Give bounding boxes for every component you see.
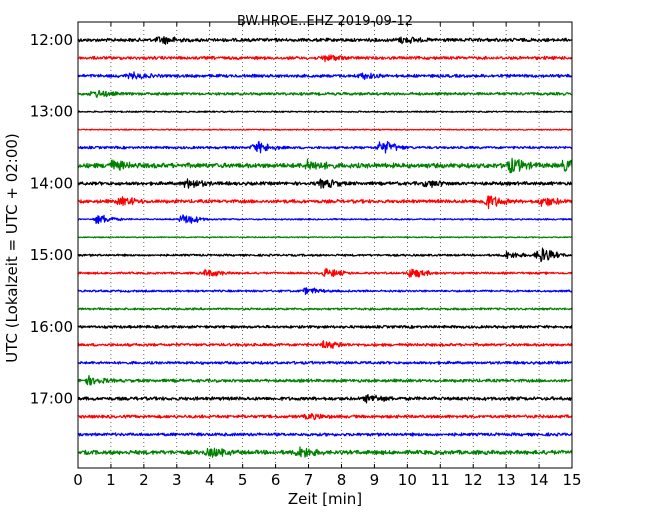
- x-tick-label: 15: [562, 471, 581, 489]
- x-tick-label: 5: [238, 471, 248, 489]
- seismic-trace: [77, 214, 573, 224]
- x-tick-label: 0: [73, 471, 83, 489]
- x-axis-label: Zeit [min]: [288, 490, 362, 508]
- y-axis: 12:00 13:00 14:00 15:00 16:00 17:00: [30, 31, 572, 408]
- seismic-trace: [77, 375, 573, 386]
- seismic-trace: [77, 110, 573, 113]
- x-tick-label: 6: [271, 471, 281, 489]
- seismic-trace: [77, 89, 573, 98]
- x-tick-label: 8: [337, 471, 347, 489]
- seismic-trace: [77, 236, 573, 239]
- y-axis-label: UTC (Lokalzeit = UTC + 02:00): [3, 133, 21, 363]
- plot-frame: [77, 21, 573, 469]
- x-tick-label: 11: [431, 471, 450, 489]
- y-tick-label: 14:00: [30, 174, 73, 192]
- x-tick-label: 1: [106, 471, 116, 489]
- y-tick-label: 12:00: [30, 31, 73, 49]
- x-tick-label: 4: [205, 471, 215, 489]
- seismic-trace: [77, 195, 573, 210]
- x-tick-label: 10: [398, 471, 417, 489]
- y-tick-label: 15:00: [30, 246, 73, 264]
- seismic-trace: [77, 247, 573, 263]
- seismic-trace: [77, 54, 573, 63]
- seismic-trace: [77, 432, 573, 437]
- seismic-trace: [77, 178, 573, 189]
- x-tick-label: 14: [530, 471, 549, 489]
- x-tick-label: 2: [139, 471, 149, 489]
- seismic-trace: [77, 413, 573, 421]
- y-tick-label: 16:00: [30, 318, 73, 336]
- y-tick-label: 17:00: [30, 390, 73, 408]
- seismic-trace: [77, 71, 573, 80]
- x-tick-label: 7: [304, 471, 314, 489]
- seismic-trace: [77, 307, 573, 311]
- grid-lines: [110, 22, 540, 468]
- seismic-trace: [77, 141, 573, 154]
- seismic-trace: [77, 340, 573, 349]
- seismic-trace: [77, 157, 573, 174]
- x-tick-label: 12: [464, 471, 483, 489]
- x-tick-label: 3: [172, 471, 182, 489]
- seismic-trace: [77, 394, 573, 404]
- y-tick-label: 13:00: [30, 103, 73, 121]
- seismic-trace: [77, 287, 573, 295]
- seismic-trace: [77, 446, 573, 458]
- seismic-trace: [77, 128, 573, 131]
- seismic-trace: [77, 36, 573, 45]
- seismic-trace: [77, 324, 573, 329]
- seismic-trace: [77, 360, 573, 365]
- seismic-trace: [77, 268, 573, 278]
- x-axis: 0 1 2 3 4 5 6 7 8 9 10 11 12 13 14 15: [73, 22, 582, 489]
- x-tick-label: 13: [497, 471, 516, 489]
- trace-group: [77, 36, 573, 458]
- x-tick-label: 9: [370, 471, 380, 489]
